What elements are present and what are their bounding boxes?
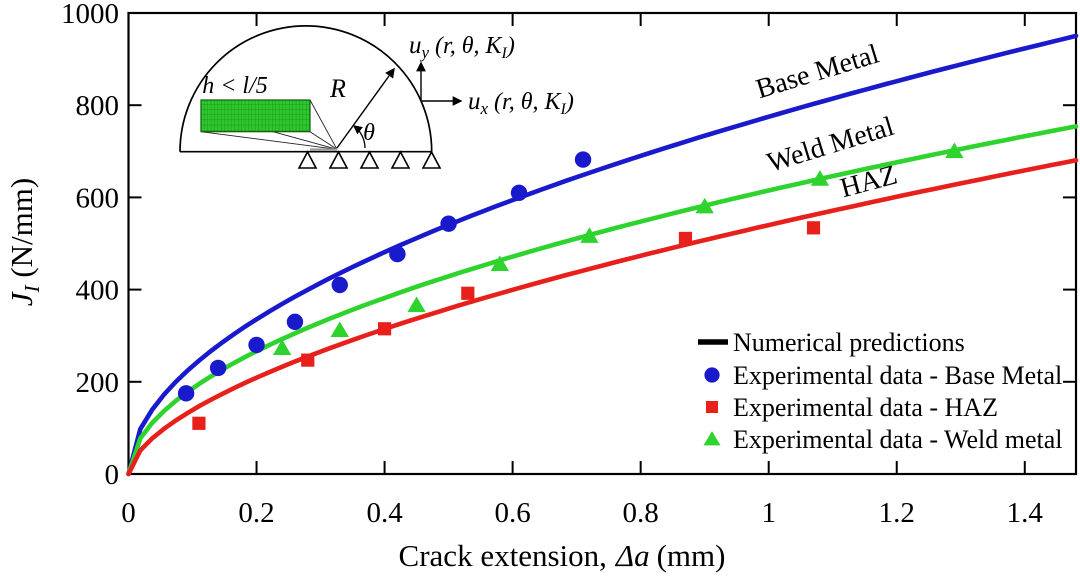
- marker-triangle-experimental-data-weld-metal: [490, 255, 510, 272]
- curve-numerical-prediction-weld-metal: [126, 124, 1079, 477]
- inset-support: [328, 150, 349, 169]
- y-tick-label: 0: [105, 459, 120, 491]
- x-tick-label: 0.2: [238, 497, 274, 529]
- inset-support: [421, 150, 442, 169]
- legend-label: Experimental data - Base Metal: [733, 361, 1062, 390]
- curve-label-base-metal: Base Metal: [752, 38, 882, 105]
- marker-triangle-experimental-data-weld-metal: [272, 339, 292, 355]
- marker-triangle-experimental-data-weld-metal: [407, 296, 426, 313]
- marker-circle-experimental-data-base-metal: [331, 276, 348, 294]
- curve-numerical-prediction-haz: [126, 158, 1079, 477]
- inset-support: [390, 150, 411, 169]
- inset-radius-label: R: [329, 74, 346, 103]
- marker-circle-experimental-data-base-metal: [209, 359, 227, 377]
- marker-square-experimental-data-haz: [377, 322, 392, 336]
- marker-square-experimental-data-haz: [192, 416, 206, 430]
- y-tick-label: 1000: [61, 0, 119, 30]
- x-tick-label: 0.6: [494, 497, 530, 529]
- y-axis-label: JI (N/mm): [4, 178, 44, 306]
- legend-label: Experimental data - Weld metal: [733, 425, 1063, 454]
- inset-angle-label: θ: [363, 120, 375, 146]
- inset-diagram: h < l/5 R θ uy (r, θ, KI) ux (r, θ, KI): [179, 25, 574, 169]
- marker-circle-experimental-data-base-metal: [177, 385, 195, 402]
- x-tick-label: 0: [121, 497, 136, 529]
- x-tick-label: 0.4: [366, 497, 403, 529]
- inset-radius-arrow: [336, 67, 395, 149]
- marker-triangle-experimental-data-weld-metal: [330, 321, 349, 337]
- inset-ux-label: ux (r, θ, KI): [468, 88, 574, 118]
- plot-area: 0 0.2 0.4 0.6 0.8 1 1.2 1.4 0 200 400 600 800 1000 Num…: [61, 0, 1079, 529]
- marker-circle-experimental-data-base-metal: [248, 336, 265, 354]
- y-tick-label: 800: [76, 90, 120, 122]
- marker-square-experimental-data-haz: [678, 231, 693, 246]
- x-tick-label: 1.4: [1007, 497, 1044, 529]
- legend-triangle-sample: [703, 431, 721, 446]
- marker-triangle-experimental-data-weld-metal: [945, 142, 964, 159]
- plot-frame: [127, 11, 1078, 476]
- marker-triangle-experimental-data-weld-metal: [580, 227, 599, 243]
- legend-label: Experimental data - HAZ: [733, 393, 998, 422]
- marker-square-experimental-data-haz: [461, 286, 475, 300]
- inset-fan-line: [309, 131, 338, 150]
- inset-fan-line: [200, 131, 338, 150]
- x-tick-label: 1: [761, 497, 776, 529]
- y-tick-label: 600: [76, 182, 120, 214]
- marker-triangle-experimental-data-weld-metal: [810, 170, 830, 186]
- marker-triangle-experimental-data-weld-metal: [695, 197, 714, 214]
- inset-support: [297, 150, 318, 169]
- marker-circle-experimental-data-base-metal: [510, 184, 528, 201]
- legend-circle-sample: [704, 367, 720, 383]
- marker-circle-experimental-data-base-metal: [440, 215, 457, 232]
- x-tick-label: 0.8: [623, 497, 659, 529]
- inset-uy-label: uy (r, θ, KI): [409, 32, 515, 62]
- legend-label: Numerical predictions: [733, 328, 965, 357]
- marker-circle-experimental-data-base-metal: [574, 151, 592, 168]
- legend-square-sample: [706, 401, 718, 413]
- y-tick-label: 400: [76, 275, 120, 307]
- curve-numerical-prediction-base-metal: [126, 33, 1079, 477]
- marker-square-experimental-data-haz: [301, 353, 315, 367]
- marker-circle-experimental-data-base-metal: [389, 245, 406, 263]
- marker-square-experimental-data-haz: [806, 221, 821, 235]
- inset-mesh-region: [200, 99, 311, 133]
- y-tick-label: 200: [76, 367, 120, 399]
- inset-semicircle: [179, 25, 433, 152]
- inset-fan-line: [309, 99, 338, 150]
- marker-circle-experimental-data-base-metal: [286, 313, 304, 331]
- x-tick-label: 1.2: [879, 497, 915, 529]
- x-axis-label: Crack extension, Δa (mm): [399, 538, 726, 573]
- inset-angle-arc: [352, 125, 366, 149]
- inset-support: [359, 150, 380, 169]
- inset-fan-line: [272, 131, 338, 150]
- inset-mesh-label: h < l/5: [202, 73, 268, 99]
